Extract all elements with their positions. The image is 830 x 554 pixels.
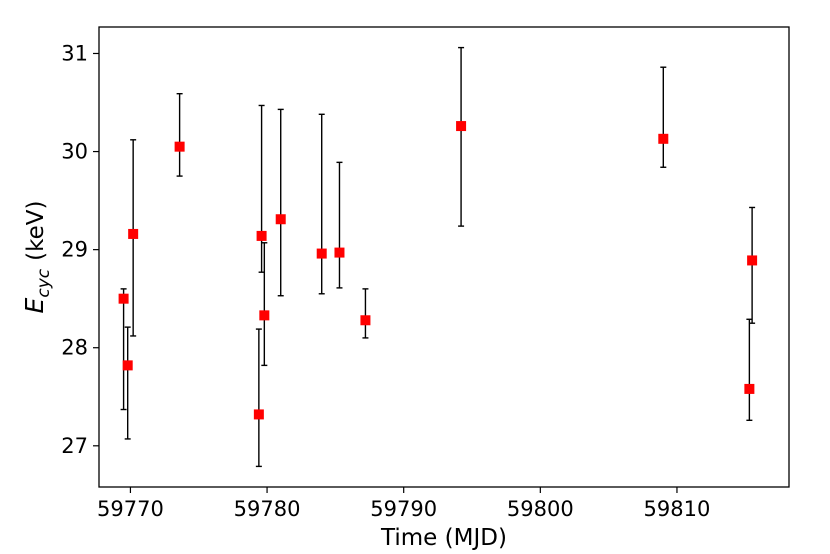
x-tick-label: 59790 [370,497,437,521]
error-bar [336,161,343,289]
x-tick-label: 59770 [97,497,164,521]
data-point [275,214,286,225]
error-bar [277,108,284,297]
error-bar [746,318,753,422]
y-axis-ticks: 27 28 29 30 31 [61,41,99,458]
error-bar [318,113,325,295]
error-bar [362,288,369,339]
plot-area-frame [98,26,790,488]
data-point [747,255,758,266]
error-bar [258,104,265,273]
error-bar [255,328,262,468]
error-bar [660,66,667,168]
y-tick-label: 28 [61,336,88,360]
data-point [118,293,129,304]
error-bar [124,326,131,440]
y-tick-label: 31 [61,41,88,65]
error-bar [261,242,268,367]
data-point [259,310,270,321]
y-tick-label: 29 [61,238,88,262]
error-bar [120,288,127,411]
data-point [128,228,139,239]
y-tick-label: 30 [61,140,88,164]
x-tick-label: 59780 [234,497,301,521]
y-axis-label: Ecyc (keV) [20,201,54,314]
error-bar [176,92,183,177]
data-point [174,141,185,152]
data-markers [118,121,758,420]
x-axis-ticks: 59770 59780 59790 59800 59810 [97,487,710,521]
data-point [658,133,669,144]
y-tick-label: 27 [61,434,88,458]
data-point [256,230,267,241]
x-axis-label: Time (MJD) [380,525,507,551]
data-point [744,383,755,394]
data-point [316,248,327,259]
data-point [456,121,467,132]
error-bar [458,46,465,227]
data-point [334,247,345,258]
error-bars [120,46,756,468]
y-axis-label-symbol: E [20,297,49,313]
x-tick-label: 59810 [644,497,711,521]
y-axis-label-unit: (keV) [23,201,49,261]
data-point [360,315,371,326]
data-point [122,360,133,371]
x-tick-label: 59800 [507,497,574,521]
y-axis-label-subscript: cyc [34,268,54,297]
data-point [253,409,264,420]
